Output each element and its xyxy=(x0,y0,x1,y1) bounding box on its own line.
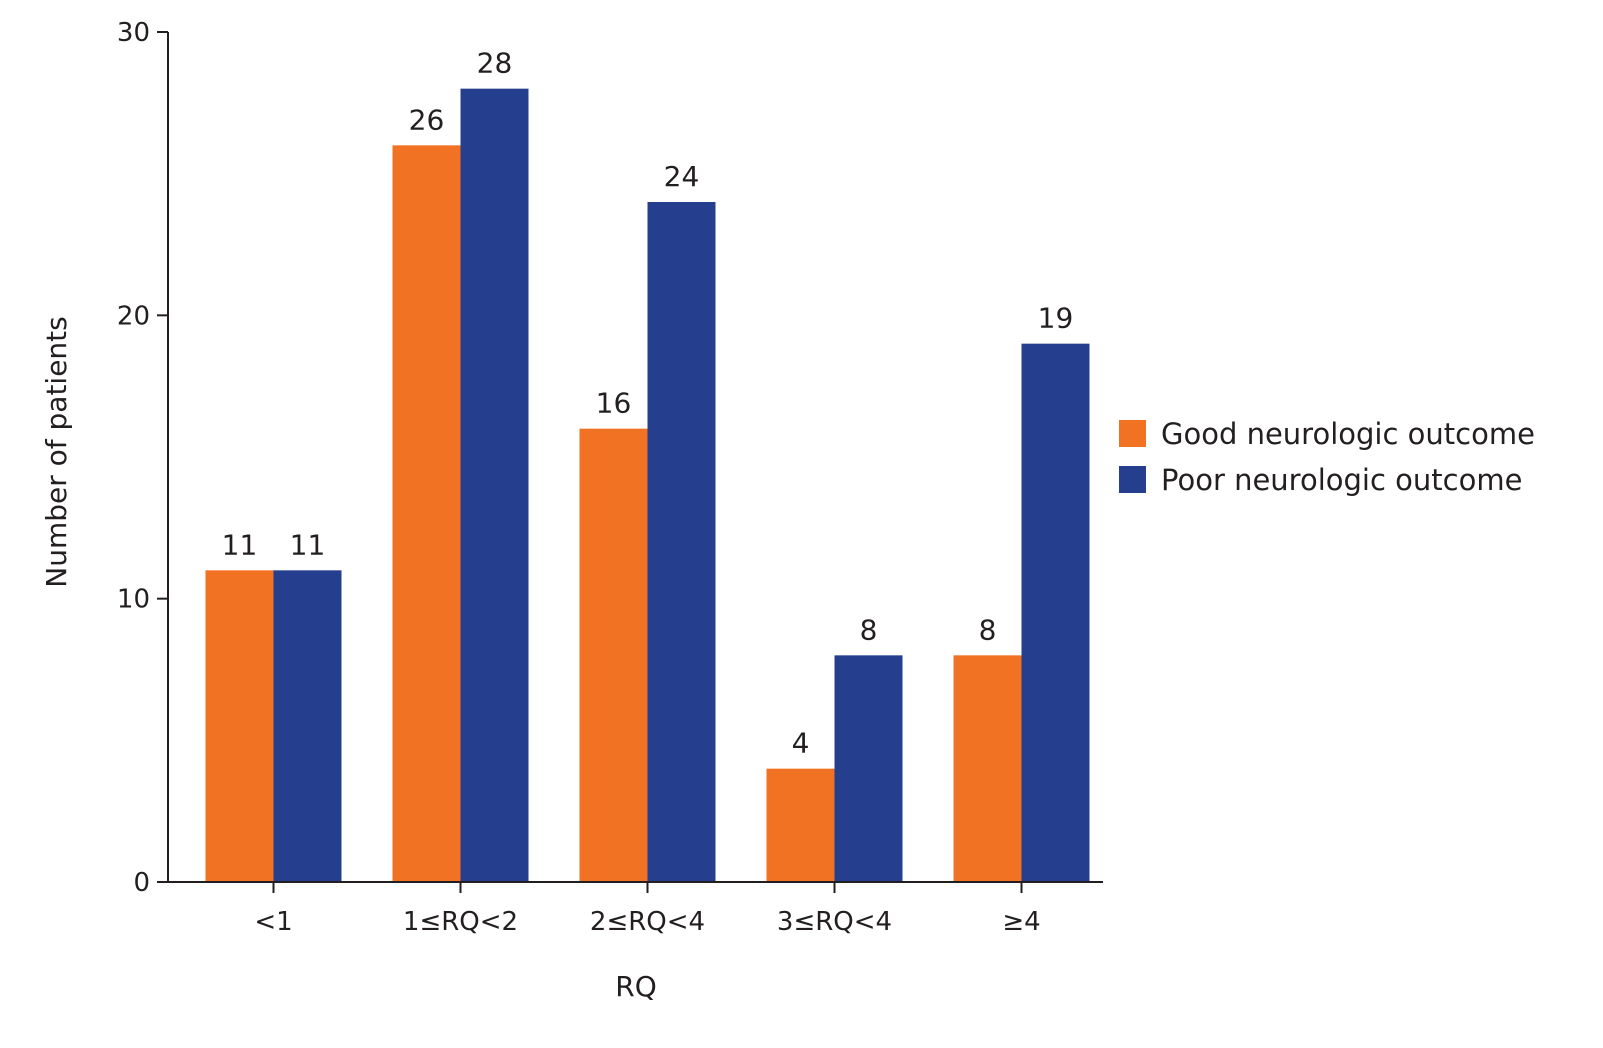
data-label: 26 xyxy=(409,103,445,136)
bar-good xyxy=(766,768,835,882)
data-label: 11 xyxy=(290,528,326,561)
bar-poor xyxy=(460,88,529,882)
x-axis-ticks: <1 1≤RQ<2 2≤RQ<4 3≤RQ<4 ≥4 xyxy=(254,882,1041,937)
data-label: 4 xyxy=(792,727,810,760)
y-axis-ticks: 0 10 20 30 xyxy=(117,18,168,898)
bar-poor xyxy=(1021,343,1090,883)
bar-poor xyxy=(834,655,903,882)
y-tick-label: 20 xyxy=(117,301,150,331)
data-label: 8 xyxy=(979,613,997,646)
bar-good xyxy=(579,428,648,882)
bar-poor xyxy=(273,570,342,882)
data-label: 24 xyxy=(664,160,700,193)
legend-swatch xyxy=(1119,420,1146,447)
bar-poor xyxy=(647,202,716,882)
data-label: 28 xyxy=(477,47,513,80)
bar-good xyxy=(953,655,1022,882)
y-tick-label: 30 xyxy=(117,18,150,48)
x-tick-label: ≥4 xyxy=(1002,907,1040,937)
y-tick-label: 0 xyxy=(133,868,150,898)
data-label: 16 xyxy=(596,387,632,420)
y-axis-title: Number of patients xyxy=(40,316,73,588)
data-label: 19 xyxy=(1038,302,1074,335)
x-tick-label: 1≤RQ<2 xyxy=(403,907,518,937)
bar-good xyxy=(205,570,274,882)
x-tick-label: 3≤RQ<4 xyxy=(777,907,892,937)
x-tick-label: 2≤RQ<4 xyxy=(590,907,705,937)
x-axis-title: RQ xyxy=(615,970,657,1003)
legend: Good neurologic outcome Poor neurologic o… xyxy=(1119,417,1535,497)
data-label: 11 xyxy=(222,528,258,561)
legend-swatch xyxy=(1119,466,1146,493)
data-label: 8 xyxy=(860,613,878,646)
data-labels: 11 11 26 28 16 24 4 8 8 19 xyxy=(222,47,1074,760)
y-tick-label: 10 xyxy=(117,585,150,615)
legend-label: Poor neurologic outcome xyxy=(1161,463,1522,497)
bar-good xyxy=(392,145,461,883)
x-tick-label: <1 xyxy=(254,907,292,937)
legend-label: Good neurologic outcome xyxy=(1161,417,1535,451)
bars xyxy=(205,88,1090,883)
